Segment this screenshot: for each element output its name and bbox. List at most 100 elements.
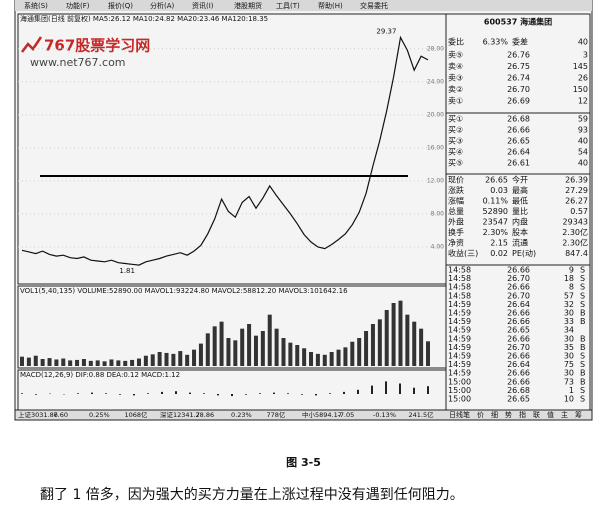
trade-volume: 73 (564, 377, 574, 386)
trade-side: S (580, 266, 585, 275)
stat-label: 总量 (448, 206, 464, 216)
status-item: 中小5894.17 (302, 410, 342, 419)
volume-bar (61, 358, 66, 366)
stat-value: 2.30亿 (562, 238, 588, 248)
menu-bar (15, 0, 592, 11)
tab[interactable]: 指 (519, 410, 526, 419)
tab[interactable]: 值 (547, 410, 554, 419)
menu-item[interactable]: 报价(Q) (108, 1, 133, 10)
menu-item[interactable]: 功能(F) (66, 1, 90, 10)
volume-bar (109, 359, 114, 366)
logo-url: www.net767.com (30, 56, 126, 69)
buy-label: 买④ (448, 148, 463, 157)
tab[interactable]: 势 (505, 410, 512, 419)
chart-header: 海通集团(日线 前复权) MA5:26.12 MA10:24.82 MA20:2… (20, 14, 268, 23)
volume-bar (26, 357, 31, 366)
volume-bar (343, 347, 348, 366)
trade-volume: 18 (564, 274, 574, 283)
trade-time: 14:59 (448, 360, 471, 369)
stat-value: 2.30亿 (562, 227, 588, 237)
volume-bar (47, 358, 52, 366)
tab[interactable]: 价 (477, 411, 484, 419)
stat-label: 收益(三) (448, 248, 478, 258)
stat-value: 2.30% (483, 228, 509, 237)
volume-bar (171, 353, 176, 366)
y-tick-label: 16.00 (427, 144, 444, 151)
sell-price: 26.75 (507, 62, 530, 71)
status-item: 28.86 (196, 411, 215, 419)
trade-volume: 75 (564, 360, 574, 369)
tab[interactable]: 联 (533, 410, 540, 419)
stat-value: 26.65 (485, 176, 508, 185)
trade-price: 26.64 (507, 360, 530, 369)
volume-bar (157, 352, 162, 366)
trade-side: S (580, 386, 585, 395)
tab[interactable]: 筹 (575, 410, 582, 419)
volume-bar (384, 310, 389, 366)
volume-bar (336, 349, 341, 366)
sell-price: 26.76 (507, 51, 530, 60)
menu-item[interactable]: 工具(T) (276, 2, 300, 10)
volume-bar (116, 360, 121, 366)
trade-side: B (580, 377, 586, 386)
sell-label: 卖② (448, 85, 463, 94)
status-item: 1068亿 (125, 410, 149, 419)
sell-price: 26.69 (507, 97, 530, 106)
sell-label: 卖③ (448, 74, 463, 83)
trade-price: 26.65 (507, 395, 530, 404)
y-tick-label: 24.00 (427, 78, 444, 85)
volume-bar (412, 321, 417, 366)
trade-side: S (580, 395, 585, 404)
volume-bar (405, 314, 410, 366)
volume-bar (212, 326, 217, 366)
volume-bar (198, 343, 203, 366)
ratio-value: 6.33% (483, 38, 509, 47)
trade-price: 26.66 (507, 317, 530, 326)
volume-bar (178, 351, 183, 366)
status-bar (14, 409, 593, 421)
menu-item[interactable]: 帮助(H) (318, 1, 343, 10)
stat-label: PE(动) (512, 248, 536, 258)
status-item: 深证12341.7 (160, 410, 200, 419)
trade-volume: 34 (564, 326, 574, 335)
stat-value: 0.03 (490, 186, 508, 195)
stat-label: 股本 (512, 227, 528, 237)
trade-time: 14:59 (448, 369, 471, 378)
menu-item[interactable]: 系统(S) (24, 1, 48, 10)
trade-time: 14:59 (448, 334, 471, 343)
volume-bar (233, 340, 238, 366)
sell-volume: 3 (583, 51, 588, 60)
buy-price: 26.66 (507, 126, 530, 135)
macd-header: MACD(12,26,9) DIF:0.88 DEA:0.12 MACD:1.1… (20, 371, 180, 379)
trade-side: B (580, 334, 586, 343)
trade-time: 14:58 (448, 274, 471, 283)
tab[interactable]: 细 (491, 410, 498, 419)
sell-volume: 26 (578, 74, 588, 83)
buy-label: 买② (448, 126, 463, 135)
sell-volume: 150 (573, 85, 588, 94)
menu-item[interactable]: 分析(A) (150, 1, 175, 10)
trade-volume: 35 (564, 343, 574, 352)
menu-item[interactable]: 港股期货 (234, 1, 262, 10)
volume-bar (260, 331, 265, 366)
volume-bar (192, 349, 197, 366)
volume-bar (205, 333, 210, 366)
stat-value: 0.02 (490, 249, 508, 258)
volume-bar (95, 360, 100, 366)
tab[interactable]: 笔 (463, 410, 470, 419)
volume-bar (185, 354, 190, 366)
tab[interactable]: 日线 (449, 410, 463, 419)
volume-bar (88, 360, 93, 366)
buy-label: 买⑤ (448, 159, 463, 168)
volume-bar (219, 321, 224, 366)
buy-volume: 40 (578, 159, 588, 168)
stock-code: 600537 海通集团 (484, 17, 552, 27)
tab[interactable]: 主 (561, 410, 568, 419)
volume-bar (130, 359, 135, 366)
menu-item[interactable]: 资讯(I) (192, 1, 214, 10)
volume-bar (253, 335, 258, 366)
trade-volume: 30 (564, 369, 574, 378)
stat-value: 26.27 (565, 197, 588, 206)
menu-item[interactable]: 交易委托 (360, 1, 388, 10)
volume-bar (322, 354, 327, 366)
